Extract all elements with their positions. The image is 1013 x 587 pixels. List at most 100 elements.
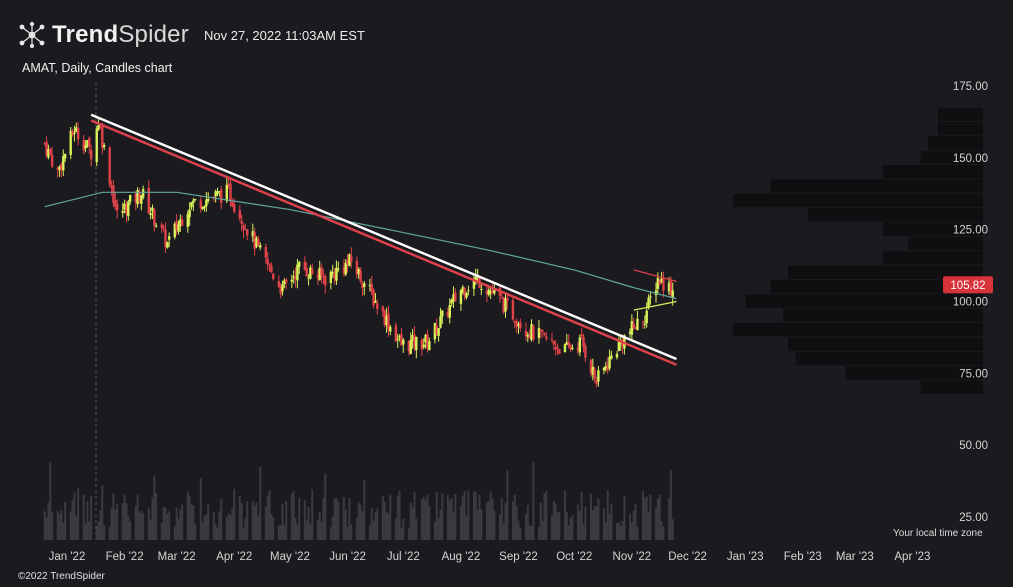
candle-body (162, 227, 165, 229)
candle-body (110, 185, 113, 188)
volume-bar (584, 506, 587, 540)
candle-body (167, 236, 171, 240)
volume-bar (62, 522, 65, 540)
candle-body (138, 192, 141, 202)
volume-bar (517, 520, 520, 540)
volume-bar (643, 497, 646, 540)
volume-bar (389, 494, 392, 540)
volume-bar (51, 512, 54, 540)
candle-body (372, 290, 375, 306)
volume-bar (253, 505, 256, 540)
candle-body (320, 267, 323, 276)
volume-profile-bar (733, 193, 983, 208)
volume-bar (268, 490, 271, 540)
candle-body (186, 214, 189, 227)
candle-body (179, 219, 182, 227)
chart-title: AMAT, Daily, Candles chart (22, 61, 173, 75)
volume-bar (623, 496, 626, 540)
volume-bar (428, 505, 431, 540)
volume-profile (733, 107, 983, 394)
trendline[interactable] (633, 300, 677, 311)
candle-body (671, 290, 674, 298)
volume-bar (524, 514, 527, 540)
volume-bar (305, 520, 308, 540)
volume-bar (645, 496, 648, 540)
volume-bar (140, 510, 143, 540)
timestamp: Nov 27, 2022 11:03AM EST (204, 28, 365, 43)
volume-bar (335, 497, 338, 540)
candle-body (292, 276, 295, 278)
trendlines[interactable] (90, 113, 677, 366)
volume-bar (309, 523, 312, 540)
trendline[interactable] (90, 119, 677, 366)
candle-body (207, 198, 210, 201)
volume-bar (71, 499, 74, 540)
candle-body (84, 145, 87, 149)
x-tick-label: Nov '22 (613, 551, 652, 563)
volume-profile-bar (788, 337, 983, 351)
y-tick-label: 25.00 (959, 512, 988, 524)
volume-bar (88, 521, 91, 540)
volume-bar (528, 525, 531, 540)
candle-body (474, 277, 477, 282)
volume-bar (515, 505, 518, 540)
volume-bar (655, 507, 658, 540)
candle-body (589, 359, 593, 374)
volume-bar (186, 491, 189, 540)
volume-bar (636, 526, 639, 540)
candle-body (95, 128, 98, 162)
trendline[interactable] (633, 269, 677, 282)
candle-body (216, 191, 219, 194)
candle-body (47, 148, 50, 158)
brand-name: TrendSpider (52, 21, 189, 49)
candle-body (437, 328, 440, 336)
volume-bar (463, 491, 466, 540)
candle-body (667, 282, 671, 292)
volume-bar (502, 523, 505, 540)
candle-body (115, 204, 119, 211)
volume-bar (266, 496, 269, 540)
candle-body (238, 210, 241, 219)
candle-body (383, 310, 386, 326)
candle-body (201, 207, 204, 210)
volume-bar (173, 526, 176, 540)
volume-bar (617, 522, 620, 540)
candle-body (164, 229, 167, 247)
volume-bar (615, 523, 618, 540)
candle-body (264, 246, 268, 258)
volume-bar (257, 516, 260, 540)
candle-body (227, 183, 230, 186)
x-tick-label: Apr '22 (216, 551, 252, 563)
volume-bar (361, 511, 364, 540)
volume-bar (134, 505, 137, 540)
candle-body (214, 191, 217, 197)
candle-body (188, 209, 191, 218)
volume-bar (489, 491, 492, 540)
volume-bar (149, 519, 152, 540)
volume-bar (95, 525, 98, 540)
volume-bar (383, 501, 386, 540)
volume-bar (662, 526, 665, 540)
volume-bar (188, 495, 191, 540)
candle-body (641, 321, 645, 323)
volume-bar (112, 493, 115, 540)
trendline[interactable] (90, 113, 677, 361)
timezone-note[interactable]: Your local time zone (893, 528, 983, 539)
volume-bar (116, 503, 119, 540)
candle-body (203, 206, 206, 209)
volume-bar (552, 500, 555, 540)
candle-body (112, 185, 115, 203)
volume-bar (166, 513, 169, 540)
candle-body (242, 225, 245, 230)
candle-body (147, 187, 150, 214)
volume-bar (556, 511, 559, 540)
candle-body (519, 322, 522, 329)
volume-bar (316, 519, 319, 540)
x-tick-label: Dec '22 (668, 551, 707, 563)
copyright: ©2022 TrendSpider (18, 571, 105, 582)
candle-body (489, 291, 492, 293)
volume-bar (285, 500, 288, 540)
volume-bar (225, 516, 228, 540)
candle-body (268, 263, 271, 266)
